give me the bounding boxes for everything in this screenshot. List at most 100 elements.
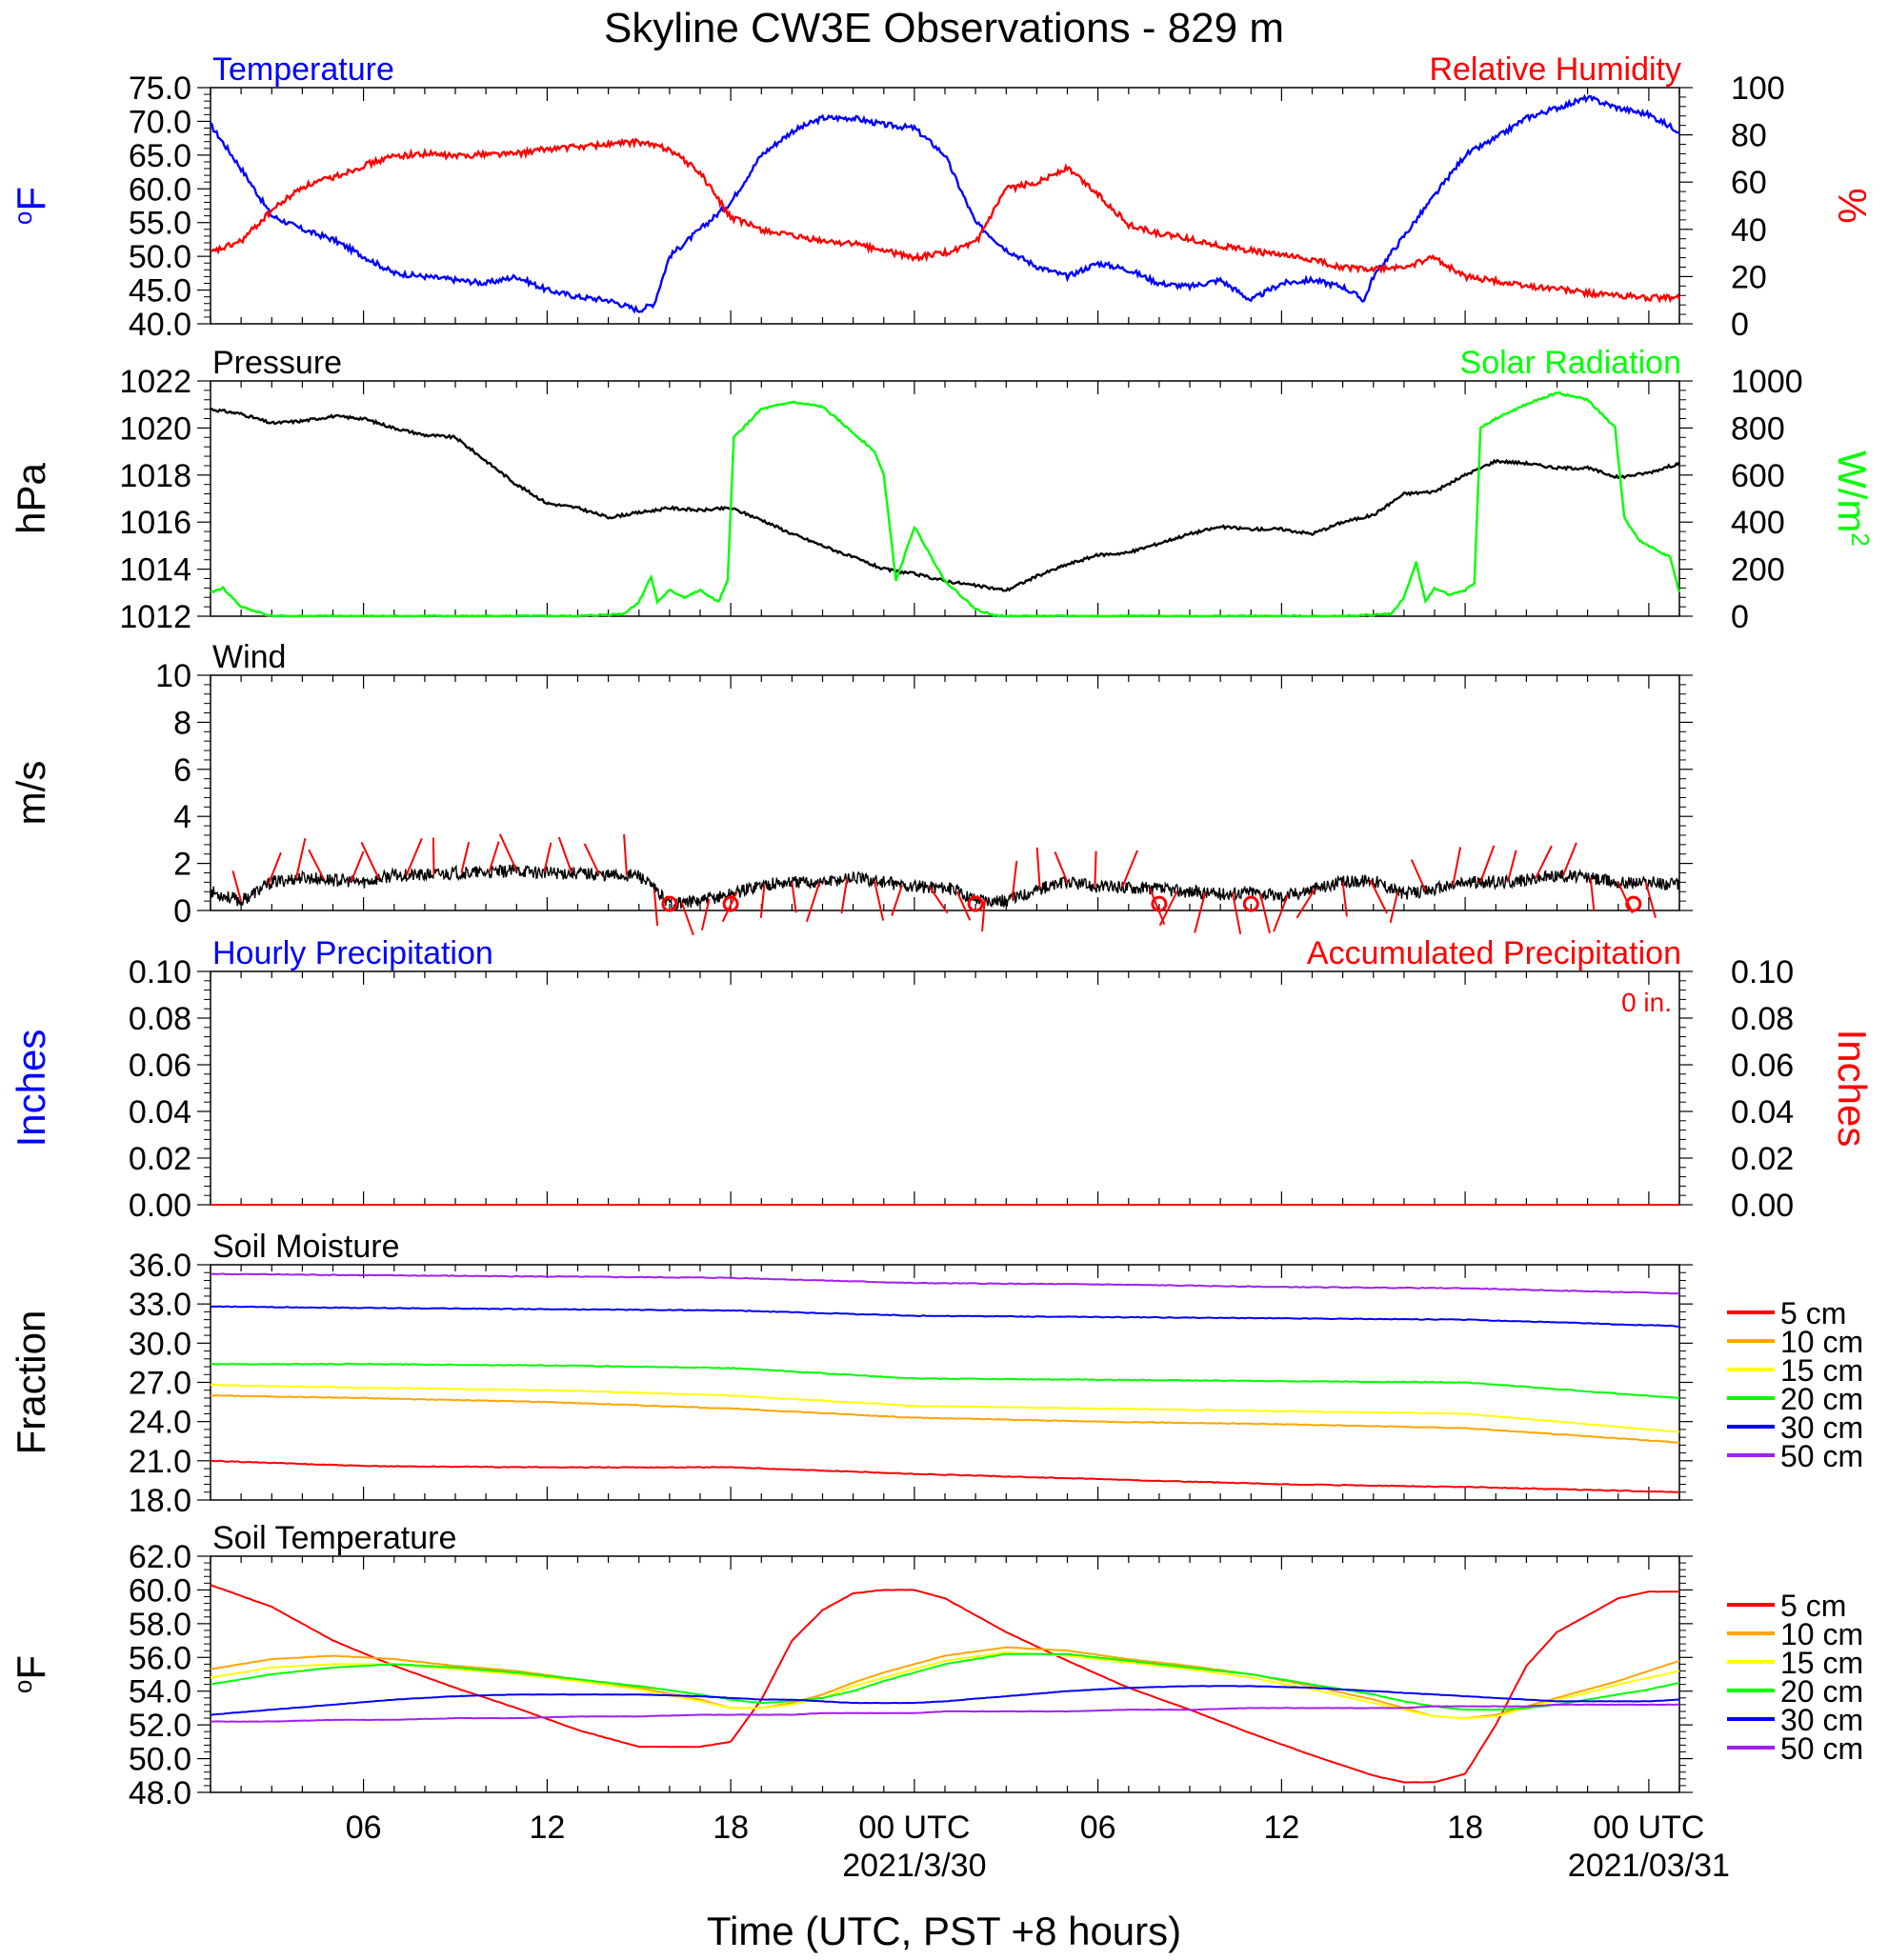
wind-barb	[1158, 890, 1178, 927]
y-tick-label-left: 18.0	[129, 1483, 191, 1519]
plot-frame	[210, 970, 1680, 1206]
series-line-10cm	[210, 1646, 1680, 1719]
wind-barb	[1149, 888, 1166, 925]
series-line-5cm	[210, 1459, 1680, 1493]
x-tick-label: 12	[1263, 1810, 1299, 1846]
legend-label: 5 cm	[1780, 1589, 1846, 1623]
wind-barb	[1452, 847, 1462, 886]
legend-label: 15 cm	[1780, 1646, 1863, 1680]
panel-5: 62.060.058.056.054.052.050.048.0 Soil Tem…	[9, 1520, 1863, 1811]
y-tick-label-right: 1000	[1731, 364, 1803, 400]
calm-wind-marker	[661, 895, 678, 912]
wind-barb	[1389, 890, 1399, 924]
x-date-label: 2021/03/31	[1568, 1848, 1730, 1884]
y-tick-label-left: 62.0	[129, 1539, 191, 1575]
legend-label: 10 cm	[1780, 1325, 1863, 1359]
panel-title-left: Soil Moisture	[212, 1229, 400, 1265]
y-tick-label-left: 50.0	[129, 1742, 191, 1778]
wind-barb	[1644, 882, 1657, 918]
panel-0: 75.070.065.060.055.050.045.040.0 100 80 60 4…	[9, 51, 1875, 343]
y-tick-label-left: 36.0	[129, 1248, 191, 1284]
wind-barb	[488, 841, 500, 873]
panel-4: 36.033.030.0 27.024.021.018.0 Soil Moistur…	[9, 1229, 1863, 1519]
wind-barb	[1479, 845, 1496, 883]
panel-title-right: Accumulated Precipitation	[1307, 935, 1681, 971]
panel-title-left: Temperature	[212, 51, 394, 88]
panel-title-left: Hourly Precipitation	[212, 935, 493, 971]
wind-barb	[1232, 892, 1242, 934]
y-tick-label-left: 60.0	[129, 171, 191, 208]
wind-barb	[759, 884, 766, 918]
y-tick-label-left: 1016	[119, 505, 191, 541]
calm-wind-marker	[722, 895, 739, 912]
y-tick-label-left: 1022	[119, 364, 191, 400]
y-tick-label-left: 45.0	[129, 273, 191, 310]
wind-barb	[308, 849, 325, 880]
panel-1: 1022 1020 1018 1016 1014 1012 1000 800 600 400 200…	[9, 345, 1875, 635]
y-tick-label-left: 40.0	[129, 307, 191, 343]
y-tick-label-left: 30.0	[129, 1326, 191, 1362]
y-tick-label-left: 0.08	[129, 1001, 191, 1037]
panel-title-left: Wind	[212, 639, 286, 675]
series-line-50cm	[210, 1272, 1680, 1295]
y-tick-label-left: 54.0	[129, 1674, 191, 1710]
wind-barb	[294, 837, 307, 879]
wind-barb	[1341, 882, 1348, 917]
y-tick-label-left: 1020	[119, 410, 191, 447]
wind-barb	[791, 882, 797, 913]
y-tick-label-left: 0.02	[129, 1141, 191, 1177]
y-tick-label-right: 80	[1731, 118, 1767, 154]
wind-barb	[1035, 847, 1041, 890]
legend-label: 20 cm	[1780, 1674, 1863, 1709]
y-axis-title-left: oF	[9, 187, 53, 225]
plot-frame	[210, 1555, 1680, 1793]
wind-barb	[543, 842, 552, 873]
wind-barb	[350, 850, 365, 882]
legend-label: 50 cm	[1780, 1439, 1863, 1473]
wind-barb	[955, 890, 972, 921]
panel-title-left: Soil Temperature	[212, 1520, 456, 1556]
y-tick-label-left: 50.0	[129, 239, 191, 275]
x-tick-label: 00 UTC	[1593, 1810, 1704, 1846]
y-tick-label-left: 65.0	[129, 138, 191, 174]
wind-barb	[432, 837, 435, 875]
series-line-5cm	[210, 1583, 1679, 1784]
legend-label: 10 cm	[1780, 1617, 1863, 1651]
wind-barb	[1054, 851, 1069, 883]
y-axis-title-left: Inches	[9, 1030, 53, 1148]
y-tick-label-left: 0.06	[129, 1048, 191, 1084]
wind-barb	[680, 902, 694, 936]
y-axis-title-right: %	[1830, 188, 1875, 223]
y-tick-label-left: 48.0	[129, 1775, 191, 1811]
wind-barb	[1589, 877, 1596, 911]
series-line-wind	[210, 864, 1680, 911]
y-tick-label-left: 1012	[119, 599, 191, 635]
wind-barb	[1535, 845, 1553, 879]
y-tick-label-right: 400	[1731, 505, 1785, 541]
y-tick-label-left: 56.0	[129, 1640, 191, 1676]
y-tick-label-left: 60.0	[129, 1572, 191, 1609]
y-tick-label-left: 6	[173, 752, 191, 789]
y-tick-label-right: 0	[1731, 599, 1749, 635]
x-tick-label: 06	[346, 1810, 382, 1846]
wind-barb	[583, 843, 600, 875]
y-tick-label-right: 40	[1731, 212, 1767, 249]
wind-barb	[405, 838, 423, 876]
series-line-0	[210, 93, 1680, 314]
x-tick-label: 18	[713, 1810, 749, 1846]
x-date-label: 2021/3/30	[842, 1848, 986, 1884]
x-tick-label: 12	[529, 1810, 565, 1846]
series-line-30cm	[210, 1685, 1680, 1716]
panels: 75.070.065.060.055.050.045.040.010080604…	[9, 51, 1875, 1884]
wind-barb	[1617, 881, 1634, 914]
series-line-solar	[210, 390, 1681, 618]
panel-title-right: Solar Radiation	[1460, 345, 1681, 381]
wind-barb	[981, 899, 986, 931]
wind-barb	[1507, 850, 1517, 882]
legend-label: 5 cm	[1780, 1296, 1846, 1330]
panel-3: 0.10 0.08 0.06 0.04 0.02 0.00 0.10 0.08 0.06 0.04…	[9, 935, 1875, 1224]
wind-barb	[1011, 860, 1018, 899]
y-tick-label-left: 10	[155, 658, 191, 694]
wind-barb	[1369, 879, 1388, 914]
legend-label: 30 cm	[1780, 1410, 1863, 1445]
